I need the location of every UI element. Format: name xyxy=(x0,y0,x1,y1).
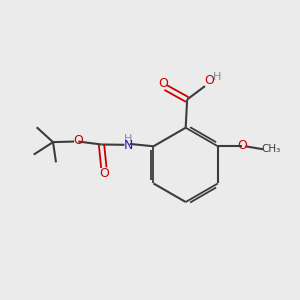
Text: O: O xyxy=(99,167,109,179)
Text: O: O xyxy=(237,140,247,152)
Text: N: N xyxy=(124,139,133,152)
Text: O: O xyxy=(73,134,83,147)
Text: O: O xyxy=(204,74,214,87)
Text: CH₃: CH₃ xyxy=(261,144,280,154)
Text: H: H xyxy=(124,134,132,144)
Text: H: H xyxy=(213,72,222,82)
Text: O: O xyxy=(159,76,169,90)
